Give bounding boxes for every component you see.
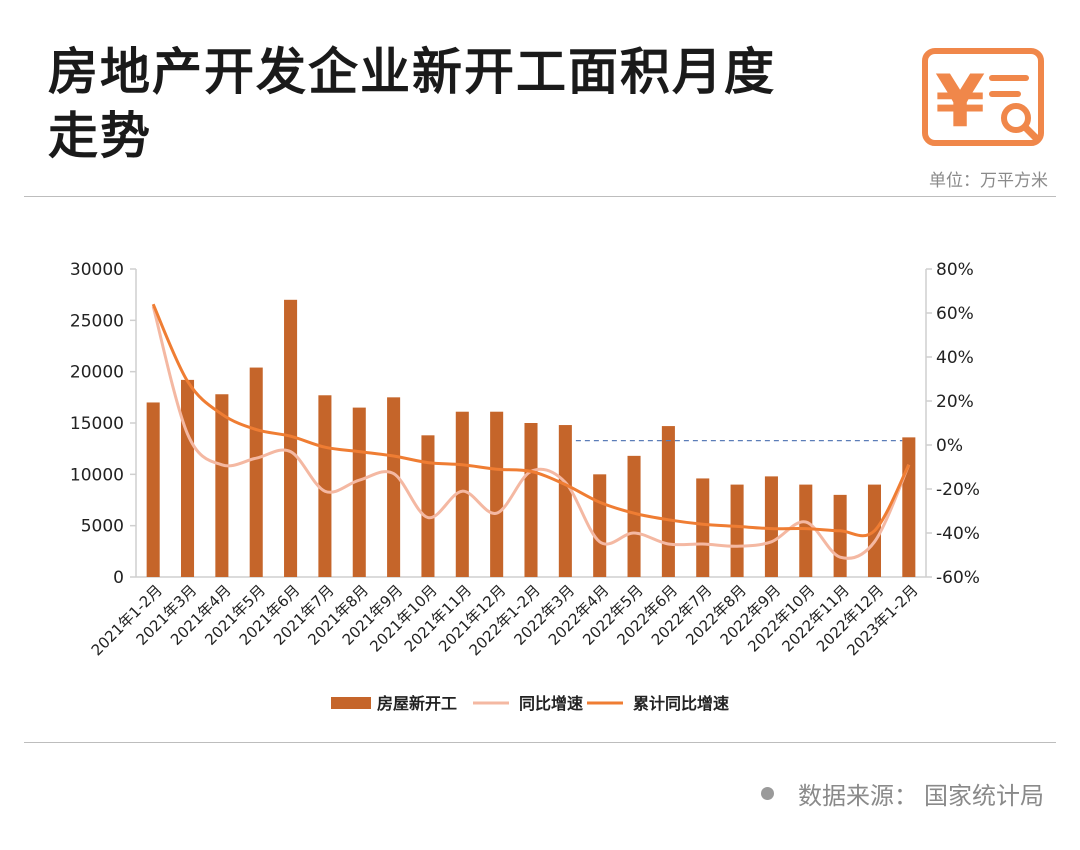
bar: [593, 474, 607, 577]
y-right-tick-label: -60%: [936, 568, 980, 588]
y-left-tick-label: 5000: [81, 517, 124, 537]
y-left-tick-label: 20000: [70, 363, 124, 383]
legend-label: 累计同比增速: [633, 694, 729, 713]
source-label: 数据来源：: [798, 782, 918, 810]
bar: [455, 411, 469, 577]
source-value: 国家统计局: [924, 782, 1044, 810]
y-right-tick-label: -20%: [936, 480, 980, 500]
bar: [180, 379, 195, 577]
bar: [284, 299, 298, 577]
bar: [902, 437, 916, 577]
bar: [146, 402, 160, 577]
y-left-tick-label: 25000: [70, 311, 124, 331]
bar: [352, 407, 366, 577]
bar: [558, 425, 572, 577]
finance-search-icon: ¥: [922, 48, 1044, 146]
bar: [421, 435, 435, 577]
legend-label: 同比增速: [519, 694, 583, 713]
bar: [730, 484, 744, 577]
y-left-tick-label: 0: [113, 568, 124, 588]
y-right-tick-label: 40%: [936, 348, 974, 368]
bullet-icon: [761, 787, 774, 800]
bar: [627, 455, 641, 577]
bar: [661, 426, 675, 577]
top-divider: [24, 196, 1056, 197]
title-line-1: 房地产开发企业新开工面积月度: [48, 43, 776, 101]
bottom-divider: [24, 742, 1056, 743]
bar: [318, 395, 332, 577]
y-right-tick-label: -40%: [936, 524, 980, 544]
bar: [490, 411, 504, 577]
y-left-tick-label: 10000: [70, 465, 124, 485]
bar: [387, 397, 401, 577]
legend-label: 房屋新开工: [377, 694, 457, 713]
y-right-tick-label: 0%: [936, 436, 963, 456]
legend-swatch-bar: [331, 697, 371, 709]
bar: [215, 394, 229, 577]
y-right-tick-label: 20%: [936, 392, 974, 412]
svg-text:¥: ¥: [935, 59, 985, 143]
bar: [249, 367, 263, 577]
chart: 0 5000 10000 15000 20000 25000 30000 -60% -40% -2…: [70, 260, 980, 713]
unit-label: 单位：万平方米: [929, 171, 1048, 191]
data-source: 数据来源： 国家统计局: [761, 776, 1044, 811]
y-left-tick-label: 15000: [70, 414, 124, 434]
bar: [764, 476, 778, 577]
y-left-tick-label: 30000: [70, 260, 124, 280]
y-right-tick-label: 80%: [936, 260, 974, 280]
bar: [833, 494, 847, 577]
y-right-tick-label: 60%: [936, 304, 974, 324]
title-line-2: 走势: [48, 107, 152, 165]
series-line-cumulative: [151, 303, 911, 538]
page-title: 房地产开发企业新开工面积月度 走势: [48, 40, 868, 168]
bar: [524, 423, 538, 577]
bar: [696, 478, 710, 577]
bar: [799, 484, 813, 577]
